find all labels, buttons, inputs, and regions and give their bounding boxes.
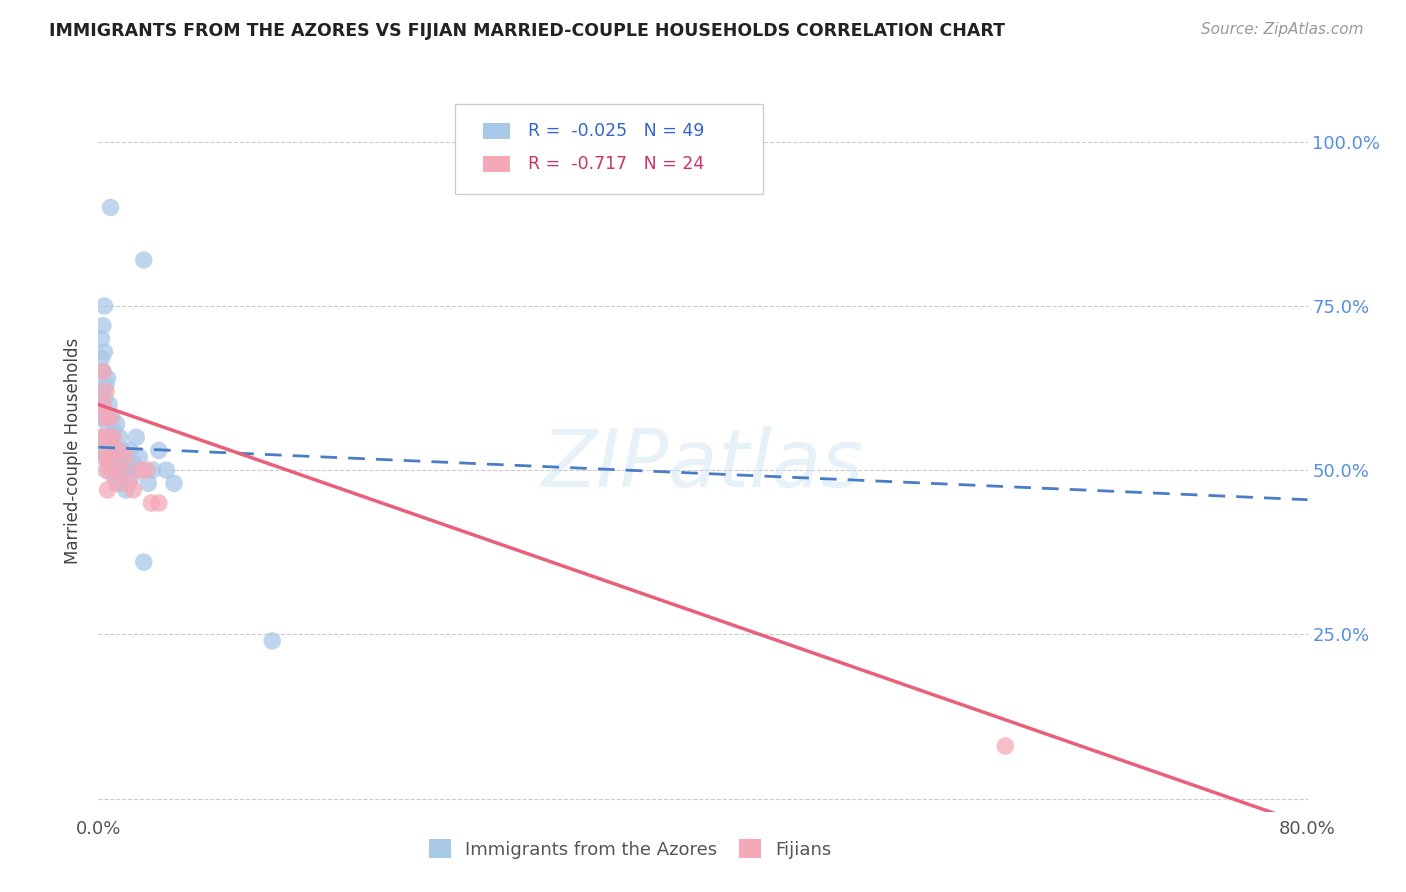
Point	[98, 463, 121, 477]
Y-axis label: Married-couple Households: Married-couple Households	[65, 337, 83, 564]
Point	[148, 496, 170, 510]
Point	[114, 483, 136, 497]
Point	[262, 634, 284, 648]
Text: Source: ZipAtlas.com: Source: ZipAtlas.com	[1201, 22, 1364, 37]
Point	[118, 476, 141, 491]
Point	[132, 555, 155, 569]
Point	[163, 476, 186, 491]
Point	[122, 483, 145, 497]
Point	[100, 410, 122, 425]
Point	[89, 443, 111, 458]
Point	[110, 476, 132, 491]
Point	[94, 450, 117, 464]
Point	[155, 463, 177, 477]
Point	[94, 377, 117, 392]
Point	[93, 299, 115, 313]
Point	[100, 201, 122, 215]
Text: R =  -0.717   N = 24: R = -0.717 N = 24	[527, 154, 704, 173]
Point	[994, 739, 1017, 753]
Point	[94, 463, 117, 477]
Point	[98, 450, 121, 464]
Point	[100, 437, 122, 451]
Point	[103, 430, 125, 444]
Point	[148, 443, 170, 458]
Point	[110, 463, 132, 477]
Point	[90, 332, 112, 346]
Point	[91, 365, 114, 379]
Point	[90, 351, 112, 366]
Point	[112, 463, 135, 477]
Point	[142, 463, 165, 477]
Point	[111, 443, 134, 458]
Point	[96, 371, 118, 385]
Text: IMMIGRANTS FROM THE AZORES VS FIJIAN MARRIED-COUPLE HOUSEHOLDS CORRELATION CHART: IMMIGRANTS FROM THE AZORES VS FIJIAN MAR…	[49, 22, 1005, 40]
Point	[101, 410, 124, 425]
Point	[90, 430, 112, 444]
Point	[101, 463, 124, 477]
Text: R =  -0.025   N = 49: R = -0.025 N = 49	[527, 122, 704, 140]
Point	[128, 463, 150, 477]
FancyBboxPatch shape	[456, 103, 763, 194]
Point	[105, 417, 128, 432]
Point	[103, 424, 125, 438]
Point	[118, 463, 141, 477]
Point	[90, 384, 112, 399]
Point	[115, 450, 138, 464]
Point	[122, 457, 145, 471]
Legend: Immigrants from the Azores, Fijians: Immigrants from the Azores, Fijians	[423, 834, 837, 864]
Point	[121, 469, 143, 483]
Point	[128, 450, 150, 464]
Point	[103, 469, 125, 483]
Point	[93, 410, 115, 425]
Point	[141, 496, 163, 510]
Point	[91, 318, 114, 333]
Point	[91, 397, 114, 411]
Point	[98, 430, 121, 444]
Point	[114, 450, 136, 464]
Point	[104, 443, 127, 458]
Point	[96, 430, 118, 444]
Point	[98, 397, 121, 411]
Point	[94, 384, 117, 399]
Point	[107, 443, 129, 458]
Point	[93, 391, 115, 405]
Point	[96, 483, 118, 497]
Point	[91, 365, 114, 379]
Point	[105, 476, 128, 491]
FancyBboxPatch shape	[482, 123, 509, 139]
Point	[132, 252, 155, 267]
Point	[135, 463, 157, 477]
Point	[101, 450, 124, 464]
Point	[94, 410, 117, 425]
Point	[93, 450, 115, 464]
Point	[91, 397, 114, 411]
Point	[120, 443, 142, 458]
Point	[93, 430, 115, 444]
Point	[107, 457, 129, 471]
Point	[136, 476, 159, 491]
Point	[96, 417, 118, 432]
Text: ZIPatlas: ZIPatlas	[541, 425, 865, 504]
Point	[93, 345, 115, 359]
FancyBboxPatch shape	[482, 156, 509, 171]
Point	[108, 430, 131, 444]
Point	[125, 430, 148, 444]
Point	[89, 410, 111, 425]
